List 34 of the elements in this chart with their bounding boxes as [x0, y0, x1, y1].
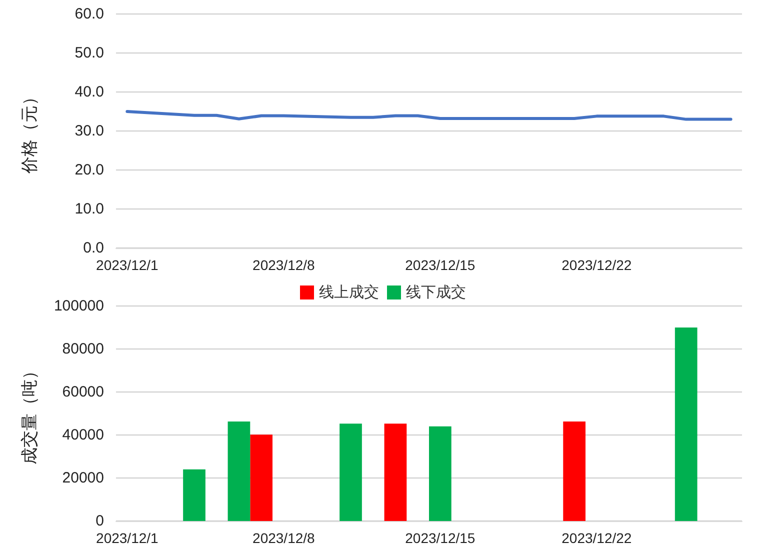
bar — [384, 424, 407, 521]
y-tick-label: 20.0 — [74, 162, 104, 178]
x-tick-label: 2023/12/8 — [252, 530, 316, 546]
y-tick-label: 40000 — [62, 426, 104, 444]
bar — [228, 421, 250, 521]
bar — [183, 469, 206, 521]
y-axis-title: 成交量（吨） — [20, 362, 39, 464]
bar — [674, 328, 698, 521]
y-tick-label: 100000 — [54, 298, 104, 314]
x-tick-label: 2023/12/22 — [562, 257, 632, 273]
y-tick-label: 80000 — [62, 340, 104, 358]
bar — [250, 434, 272, 521]
y-tick-label: 40.0 — [74, 84, 104, 100]
x-tick-label: 2023/12/8 — [252, 257, 316, 273]
y-tick-label: 60000 — [62, 384, 104, 400]
legend-label: 线下成交 — [406, 284, 466, 301]
y-tick-label: 20000 — [62, 470, 104, 486]
y-tick-label: 0 — [96, 512, 104, 530]
y-tick-label: 10.0 — [74, 200, 104, 218]
bar — [340, 424, 362, 521]
line-series — [126, 110, 732, 121]
y-tick-label: 0.0 — [83, 240, 104, 256]
x-tick-label: 2023/12/15 — [405, 257, 476, 273]
y-tick-label: 30.0 — [74, 122, 104, 140]
bar — [563, 421, 586, 521]
x-tick-label: 2023/12/1 — [96, 257, 159, 273]
x-tick-label: 2023/12/1 — [96, 530, 159, 546]
y-axis-title: 价格（元） — [20, 88, 39, 174]
y-tick-label: 50.0 — [74, 44, 104, 62]
legend-label: 线上成交 — [319, 284, 379, 301]
y-tick-label: 60.0 — [74, 6, 104, 22]
x-tick-label: 2023/12/15 — [405, 530, 476, 546]
bar — [429, 426, 452, 521]
x-tick-label: 2023/12/22 — [562, 530, 632, 546]
